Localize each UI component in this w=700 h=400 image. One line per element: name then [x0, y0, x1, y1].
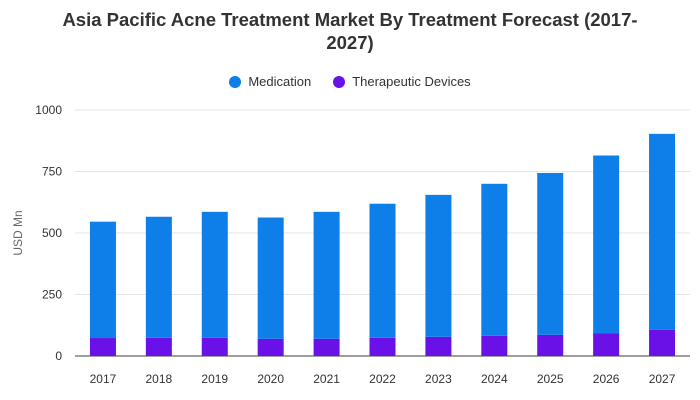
bar-therapeutic-devices-2019[interactable]: [201, 337, 228, 356]
x-tick-label: 2021: [313, 372, 340, 386]
bar-medication-2023[interactable]: [425, 194, 452, 337]
bar-medication-2026[interactable]: [593, 155, 620, 334]
bar-medication-2020[interactable]: [257, 217, 284, 339]
y-tick-label: 500: [42, 226, 62, 240]
y-axis-label: USD Mn: [11, 210, 25, 255]
x-tick-label: 2018: [146, 372, 173, 386]
y-axis: 0 250 500 750 1000: [35, 103, 62, 363]
x-tick-label: 2027: [649, 372, 676, 386]
y-tick-label: 0: [55, 349, 62, 363]
bar-medication-2021[interactable]: [313, 211, 340, 339]
bar-therapeutic-devices-2024[interactable]: [481, 335, 508, 356]
legend-label-therapeutic-devices: Therapeutic Devices: [352, 74, 471, 89]
legend-item-medication[interactable]: Medication: [229, 74, 311, 89]
bar-medication-2017[interactable]: [89, 221, 116, 339]
legend-item-therapeutic-devices[interactable]: Therapeutic Devices: [333, 74, 471, 89]
x-tick-label: 2025: [537, 372, 564, 386]
legend-swatch-therapeutic-devices: [333, 75, 346, 88]
y-tick-label: 1000: [35, 103, 62, 117]
bar-medication-2027[interactable]: [649, 133, 676, 330]
bar-medication-2024[interactable]: [481, 183, 508, 336]
chart-title-line-2: 2027): [326, 32, 374, 53]
bar-medication-2025[interactable]: [537, 172, 564, 335]
x-tick-label: 2019: [201, 372, 228, 386]
x-tick-label: 2023: [425, 372, 452, 386]
y-tick-label: 250: [42, 288, 62, 302]
bar-therapeutic-devices-2021[interactable]: [313, 338, 340, 356]
bar-therapeutic-devices-2017[interactable]: [89, 338, 116, 356]
bar-medication-2018[interactable]: [145, 216, 172, 338]
bar-medication-2022[interactable]: [369, 203, 396, 338]
y-tick-label: 750: [42, 165, 62, 179]
x-tick-label: 2026: [593, 372, 620, 386]
x-tick-label: 2024: [481, 372, 508, 386]
bar-therapeutic-devices-2022[interactable]: [369, 337, 396, 356]
chart-title: Asia Pacific Acne Treatment Market By Tr…: [0, 8, 700, 54]
chart-title-line-1: Asia Pacific Acne Treatment Market By Tr…: [62, 9, 638, 30]
bar-therapeutic-devices-2027[interactable]: [649, 329, 676, 356]
bar-therapeutic-devices-2023[interactable]: [425, 336, 452, 356]
x-tick-label: 2020: [257, 372, 284, 386]
bar-therapeutic-devices-2018[interactable]: [145, 337, 172, 356]
bars: [89, 133, 676, 356]
x-axis: 2017 2018 2019 2020 2021 2022 2023 2024 2025 2026…: [90, 372, 676, 386]
bar-medication-2019[interactable]: [201, 211, 228, 338]
x-tick-label: 2022: [369, 372, 396, 386]
legend: Medication Therapeutic Devices: [0, 74, 700, 89]
legend-label-medication: Medication: [248, 74, 312, 89]
bar-therapeutic-devices-2026[interactable]: [593, 333, 620, 356]
bar-therapeutic-devices-2020[interactable]: [257, 338, 284, 356]
bar-therapeutic-devices-2025[interactable]: [537, 334, 564, 356]
legend-swatch-medication: [229, 75, 242, 88]
x-tick-label: 2017: [90, 372, 117, 386]
